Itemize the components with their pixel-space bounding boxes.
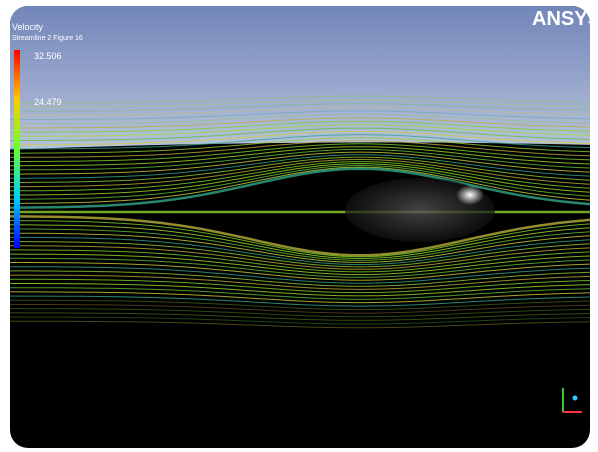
- streamline: [10, 146, 590, 167]
- streamline: [10, 232, 590, 263]
- colorbar: [14, 50, 20, 248]
- streamlines: [10, 95, 590, 329]
- streamline: [10, 308, 590, 318]
- streamline: [10, 154, 590, 179]
- axis-triad: [562, 388, 582, 413]
- streamline: [10, 106, 590, 116]
- streamline: [10, 291, 590, 304]
- streamline: [10, 320, 590, 329]
- streamline: [10, 137, 590, 154]
- streamline: [10, 151, 590, 175]
- sky: [10, 6, 590, 150]
- streamline: [10, 103, 590, 112]
- streamline: [10, 303, 590, 314]
- streamline: [10, 253, 590, 276]
- streamline: [10, 295, 590, 307]
- streamline: [10, 130, 590, 146]
- streamline: [10, 228, 590, 261]
- streamline: [10, 127, 590, 142]
- streamline: [10, 143, 590, 162]
- legend-label: 32.506: [34, 51, 62, 61]
- streamline: [10, 167, 590, 209]
- streamline: [10, 164, 590, 200]
- streamline: [10, 224, 590, 260]
- streamline: [10, 163, 590, 196]
- streamline: [10, 140, 590, 158]
- legend-label: 24.479: [34, 97, 62, 107]
- streamline: [10, 266, 590, 284]
- streamline: [10, 117, 590, 129]
- streamline: [10, 312, 590, 321]
- streamline: [10, 148, 590, 171]
- streamline: [10, 249, 590, 273]
- streamline: [10, 215, 590, 257]
- streamline: [10, 245, 590, 270]
- streamline: [10, 158, 590, 188]
- legend-title: Velocity: [12, 22, 44, 32]
- streamline: [10, 274, 590, 290]
- streamline: [10, 270, 590, 287]
- highlight: [456, 185, 484, 205]
- streamline: [10, 282, 590, 297]
- streamline: [10, 220, 590, 258]
- streamline: [10, 241, 590, 268]
- streamline: [10, 278, 590, 294]
- streamline: [10, 120, 590, 133]
- streamline: [10, 316, 590, 325]
- logo: ANSYS: [532, 8, 598, 30]
- streamline: [10, 166, 590, 204]
- streamline: [10, 161, 590, 192]
- streamline: [10, 156, 590, 183]
- streamline: [10, 110, 590, 121]
- streamline: [10, 99, 590, 108]
- streamline: [10, 134, 590, 150]
- streamline: [10, 257, 590, 278]
- streamline: [10, 113, 590, 125]
- legend-subtitle: Streamline 2 Figure 16: [12, 35, 83, 42]
- streamline: [10, 95, 590, 104]
- streamline: [10, 299, 590, 311]
- streamline: [10, 287, 590, 300]
- streamline: [10, 124, 590, 137]
- streamline: [10, 262, 590, 281]
- streamline: [10, 236, 590, 266]
